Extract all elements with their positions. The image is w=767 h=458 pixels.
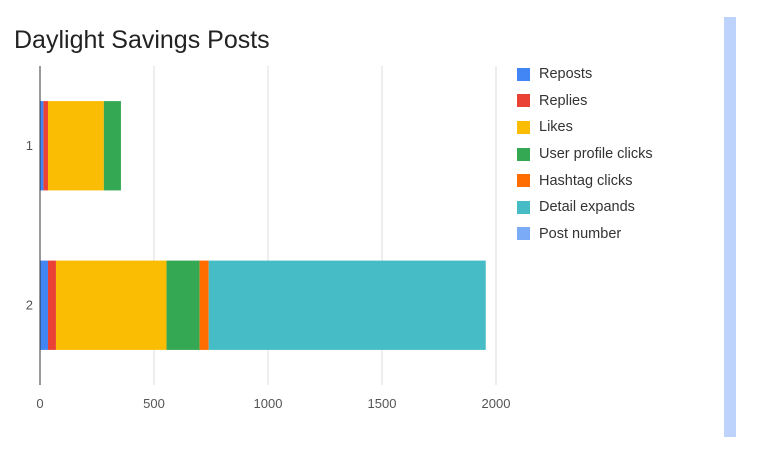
bar-segment-reposts-2 — [40, 260, 48, 350]
bar-segment-likes-2 — [55, 260, 167, 350]
bar-segment-user-profile-clicks-2 — [166, 260, 200, 350]
bar-segment-replies-1 — [43, 101, 48, 191]
legend-item: Reposts — [517, 61, 653, 88]
legend-swatch — [517, 200, 530, 214]
legend-label: Reposts — [539, 66, 593, 83]
legend-item: Detail expands — [517, 194, 653, 221]
axes: 0 500 1000 1500 2000 1 2 — [26, 66, 511, 411]
legend-swatch — [517, 147, 530, 161]
legend-label: Replies — [539, 92, 588, 109]
legend-label: Post number — [539, 225, 622, 242]
legend-item: Hashtag clicks — [517, 167, 653, 194]
legend-item: Replies — [517, 88, 653, 115]
x-tick-label: 0 — [36, 396, 43, 411]
legend-item: Likes — [517, 114, 653, 141]
x-tick-label: 500 — [143, 396, 165, 411]
bar-segment-hashtag-clicks-2 — [199, 260, 209, 350]
side-panel-strip — [724, 17, 736, 437]
legend-item: User profile clicks — [517, 141, 653, 168]
bar-segment-likes-1 — [47, 101, 104, 191]
bar-segment-user-profile-clicks-1 — [103, 101, 121, 191]
legend-label: User profile clicks — [539, 146, 653, 163]
y-tick-label: 1 — [26, 138, 33, 153]
legend-item: Post number — [517, 221, 653, 248]
bar-segment-detail-expands-2 — [208, 260, 486, 350]
y-tick-label: 2 — [26, 297, 33, 312]
legend-label: Hashtag clicks — [539, 172, 633, 189]
legend-swatch — [517, 94, 530, 108]
legend: Reposts Replies Likes User profile clicks Ha… — [517, 61, 653, 247]
x-tick-label: 1500 — [368, 396, 397, 411]
bars — [40, 101, 486, 350]
bar-segment-reposts-1 — [40, 101, 44, 191]
legend-label: Likes — [539, 119, 573, 136]
legend-swatch — [517, 67, 530, 81]
legend-label: Detail expands — [539, 199, 635, 216]
x-tick-label: 2000 — [482, 396, 511, 411]
bar-segment-replies-2 — [47, 260, 56, 350]
legend-swatch — [517, 120, 530, 134]
x-tick-label: 1000 — [254, 396, 283, 411]
legend-swatch — [517, 174, 530, 188]
legend-swatch — [517, 227, 530, 241]
chart-title: Daylight Savings Posts — [14, 26, 270, 54]
